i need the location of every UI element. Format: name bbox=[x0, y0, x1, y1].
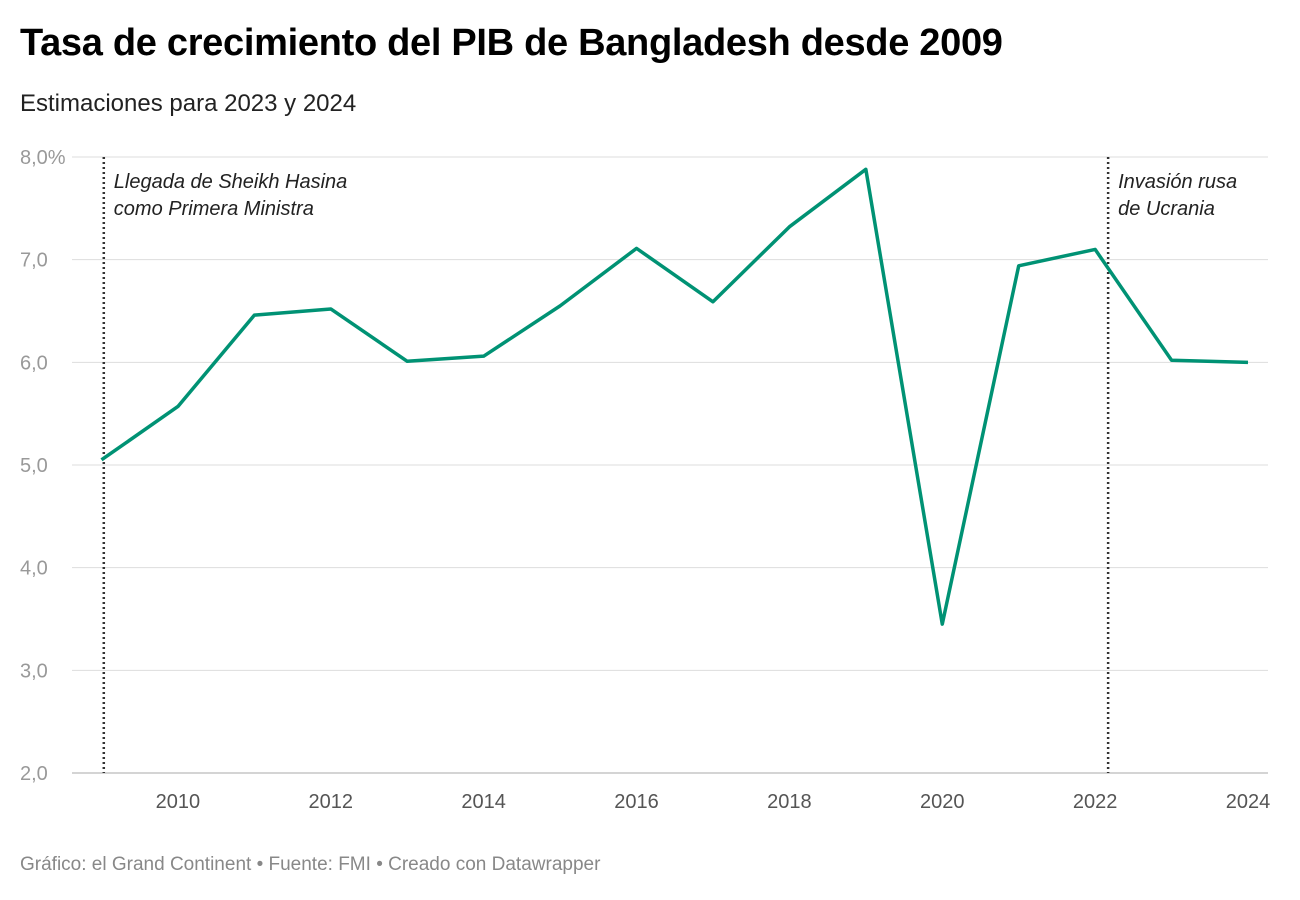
x-tick-label: 2010 bbox=[156, 791, 201, 813]
chart-title: Tasa de crecimiento del PIB de Banglades… bbox=[20, 22, 1003, 64]
x-tick-label: 2016 bbox=[614, 791, 659, 813]
chart-footer: Gráfico: el Grand Continent • Fuente: FM… bbox=[20, 854, 601, 875]
annotation-text: de Ucrania bbox=[1118, 198, 1215, 220]
x-tick-label: 2014 bbox=[461, 791, 506, 813]
chart-subtitle: Estimaciones para 2023 y 2024 bbox=[20, 90, 357, 117]
y-tick-label: 4,0 bbox=[20, 558, 48, 580]
x-tick-label: 2018 bbox=[767, 791, 812, 813]
annotation-text: Invasión rusa bbox=[1118, 171, 1237, 193]
x-tick-label: 2020 bbox=[920, 791, 965, 813]
y-tick-label: 6,0 bbox=[20, 352, 48, 374]
y-tick-label: 8,0% bbox=[20, 147, 66, 169]
x-tick-label: 2024 bbox=[1226, 791, 1271, 813]
x-tick-label: 2012 bbox=[309, 791, 354, 813]
annotation-text: Llegada de Sheikh Hasina bbox=[114, 171, 348, 193]
x-tick-label: 2022 bbox=[1073, 791, 1118, 813]
y-tick-label: 7,0 bbox=[20, 250, 48, 272]
series-line bbox=[100, 167, 1249, 626]
y-tick-label: 2,0 bbox=[20, 763, 48, 785]
y-tick-label: 3,0 bbox=[20, 660, 48, 682]
y-tick-label: 5,0 bbox=[20, 455, 48, 477]
annotation-text: como Primera Ministra bbox=[114, 198, 314, 220]
